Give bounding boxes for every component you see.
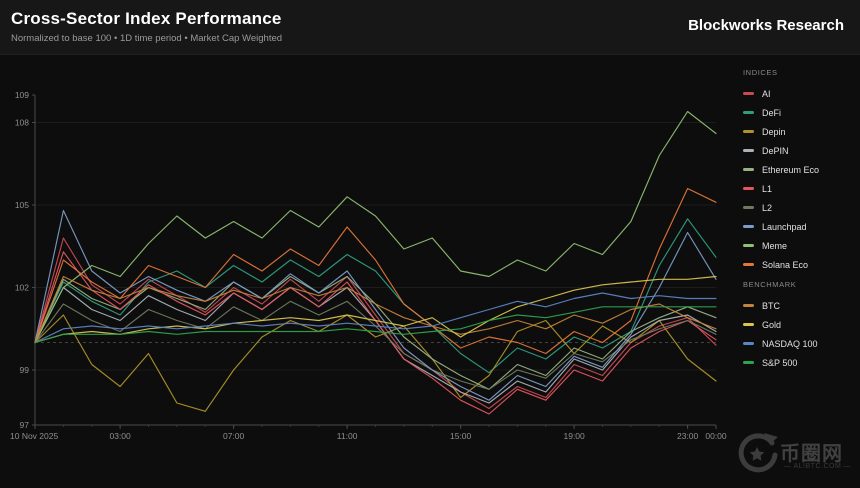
brand-logo-text: Blockworks Research bbox=[688, 17, 844, 34]
legend-item-label: NASDAQ 100 bbox=[762, 339, 818, 349]
legend-swatch-icon bbox=[743, 304, 754, 307]
legend-item-btc[interactable]: BTC bbox=[737, 296, 855, 315]
legend-item-depin[interactable]: DePIN bbox=[737, 141, 855, 160]
legend-item-label: Depin bbox=[762, 127, 786, 137]
legend-swatch-icon bbox=[743, 323, 754, 326]
page-title: Cross-Sector Index Performance bbox=[11, 9, 282, 29]
watermark-cn-text: 币圈网 bbox=[780, 437, 843, 466]
watermark: 币圈网 ALIBTC.COM bbox=[734, 429, 856, 481]
watermark-logo-icon bbox=[734, 429, 780, 479]
header: Cross-Sector Index Performance Normalize… bbox=[0, 0, 860, 55]
series-line-ai[interactable] bbox=[35, 238, 716, 409]
legend-swatch-icon bbox=[743, 168, 754, 171]
legend-swatch-icon bbox=[743, 263, 754, 266]
legend-item-label: L1 bbox=[762, 184, 772, 194]
legend-item-label: DeFi bbox=[762, 108, 781, 118]
legend-item-l2[interactable]: L2 bbox=[737, 198, 855, 217]
performance-chart[interactable]: 97 99 102 105 108 109 10 Nov 2025 03:00 07:00 11:… bbox=[0, 0, 736, 483]
legend-item-label: L2 bbox=[762, 203, 772, 213]
y-tick-label: 102 bbox=[15, 282, 29, 292]
legend-item-ai[interactable]: AI bbox=[737, 84, 855, 103]
legend-section-title-benchmark: BENCHMARK bbox=[743, 280, 855, 289]
chart-legend: INDICES AI DeFi Depin DePIN Ethereum Eco L1 L2 L… bbox=[737, 62, 855, 372]
legend-item-ethereum-eco[interactable]: Ethereum Eco bbox=[737, 160, 855, 179]
x-tick-label: 00:00 bbox=[705, 431, 727, 441]
legend-item-launchpad[interactable]: Launchpad bbox=[737, 217, 855, 236]
legend-item-gold[interactable]: Gold bbox=[737, 315, 855, 334]
legend-swatch-icon bbox=[743, 342, 754, 345]
legend-item-label: Ethereum Eco bbox=[762, 165, 819, 175]
legend-swatch-icon bbox=[743, 361, 754, 364]
legend-swatch-icon bbox=[743, 206, 754, 209]
legend-item-meme[interactable]: Meme bbox=[737, 236, 855, 255]
legend-swatch-icon bbox=[743, 149, 754, 152]
legend-swatch-icon bbox=[743, 111, 754, 114]
legend-item-label: DePIN bbox=[762, 146, 789, 156]
x-tick-label: 15:00 bbox=[450, 431, 472, 441]
legend-item-label: Gold bbox=[762, 320, 781, 330]
legend-swatch-icon bbox=[743, 244, 754, 247]
series-line-meme[interactable] bbox=[35, 112, 716, 343]
legend-swatch-icon bbox=[743, 225, 754, 228]
legend-swatch-icon bbox=[743, 130, 754, 133]
y-tick-label: 109 bbox=[15, 90, 29, 100]
legend-item-l1[interactable]: L1 bbox=[737, 179, 855, 198]
legend-item-s-p-500[interactable]: S&P 500 bbox=[737, 353, 855, 372]
legend-item-solana-eco[interactable]: Solana Eco bbox=[737, 255, 855, 274]
chart-subtitle: Normalized to base 100 • 1D time period … bbox=[11, 33, 282, 44]
legend-swatch-icon bbox=[743, 92, 754, 95]
legend-item-nasdaq-100[interactable]: NASDAQ 100 bbox=[737, 334, 855, 353]
y-tick-label: 108 bbox=[15, 117, 29, 127]
x-tick-label: 07:00 bbox=[223, 431, 245, 441]
y-tick-label: 99 bbox=[20, 365, 30, 375]
x-tick-label: 23:00 bbox=[677, 431, 699, 441]
x-axis-date-label: 10 Nov 2025 bbox=[10, 431, 58, 441]
x-tick-label: 19:00 bbox=[563, 431, 585, 441]
watermark-url-text: ALIBTC.COM bbox=[782, 463, 853, 470]
x-tick-label: 11:00 bbox=[337, 431, 358, 441]
legend-item-depin[interactable]: Depin bbox=[737, 122, 855, 141]
legend-item-defi[interactable]: DeFi bbox=[737, 103, 855, 122]
x-tick-label: 03:00 bbox=[109, 431, 131, 441]
legend-item-label: Solana Eco bbox=[762, 260, 808, 270]
legend-item-label: Launchpad bbox=[762, 222, 807, 232]
legend-section-title-indices: INDICES bbox=[743, 68, 855, 77]
y-tick-label: 105 bbox=[15, 200, 29, 210]
legend-item-label: BTC bbox=[762, 301, 780, 311]
legend-swatch-icon bbox=[743, 187, 754, 190]
y-tick-label: 97 bbox=[20, 420, 30, 430]
legend-item-label: Meme bbox=[762, 241, 787, 251]
legend-item-label: S&P 500 bbox=[762, 358, 797, 368]
legend-item-label: AI bbox=[762, 89, 771, 99]
